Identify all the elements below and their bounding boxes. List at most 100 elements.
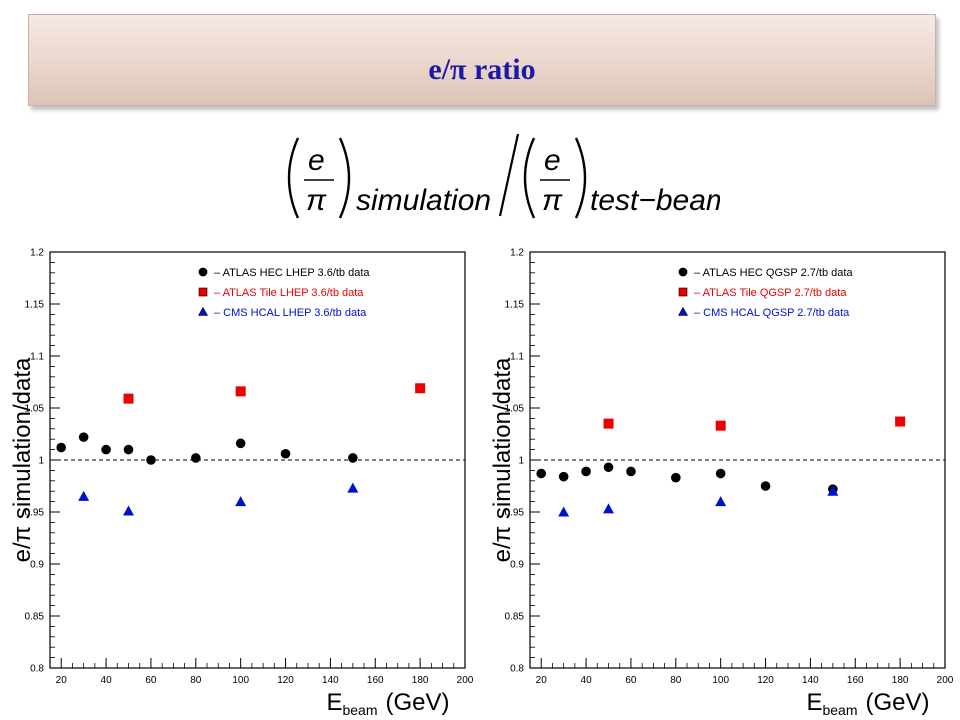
legend-entry: – ATLAS HEC LHEP 3.6/tb data <box>214 267 370 279</box>
x-axis-label-unit: (GeV) <box>386 689 450 716</box>
x-tick-label: 140 <box>802 675 819 686</box>
x-tick-label: 20 <box>536 675 548 686</box>
legend-marker-triangle <box>197 306 209 316</box>
legend-entry: – ATLAS Tile LHEP 3.6/tb data <box>214 287 364 299</box>
legend-entry: – CMS HCAL LHEP 3.6/tb data <box>214 307 367 319</box>
title-bar: e/π ratio <box>28 14 936 106</box>
y-axis-label: e/π simulation/data <box>9 357 36 562</box>
data-point-triangle <box>347 482 359 493</box>
legend-entry: – CMS HCAL QGSP 2.7/tb data <box>694 307 850 319</box>
x-tick-label: 200 <box>457 675 474 686</box>
x-axis-label-unit: (GeV) <box>866 689 930 716</box>
formula-e-2: e <box>544 144 561 177</box>
y-tick-label: 1.1 <box>510 352 524 363</box>
legend-entry: – ATLAS HEC QGSP 2.7/tb data <box>694 267 853 279</box>
data-point-circle <box>558 471 569 482</box>
data-point-square <box>123 393 134 404</box>
x-axis-label-main: E <box>806 689 822 716</box>
x-tick-label: 20 <box>56 675 68 686</box>
data-point-square <box>603 418 614 429</box>
y-axis-label: e/π simulation/data <box>489 357 516 562</box>
y-tick-label: 1.15 <box>25 300 45 311</box>
slide-title: e/π ratio <box>428 53 536 86</box>
data-point-circle <box>760 481 771 491</box>
x-axis-label-main: E <box>326 689 342 716</box>
data-point-square <box>235 386 246 397</box>
y-tick-label: 1.1 <box>30 352 44 363</box>
y-tick-label: 1.05 <box>505 404 525 415</box>
formula-paren-left-2 <box>523 137 536 219</box>
data-point-circle <box>603 462 614 473</box>
formula-e-1: e <box>308 144 325 177</box>
x-axis-label: Ebeam (GeV) <box>326 689 449 718</box>
data-point-circle <box>671 472 681 483</box>
y-tick-label: 1.15 <box>505 300 525 311</box>
y-tick-label: 0.85 <box>25 612 45 623</box>
data-point-triangle <box>78 490 90 501</box>
y-tick-label: 1 <box>38 456 44 467</box>
y-tick-label: 0.8 <box>30 664 44 675</box>
legend-marker-circle <box>678 267 688 277</box>
legend-marker-square <box>198 287 208 297</box>
x-tick-label: 120 <box>277 675 294 686</box>
x-axis-label-sub: beam <box>342 702 377 718</box>
data-point-circle <box>56 442 67 453</box>
x-tick-label: 40 <box>581 675 593 686</box>
formula-slash <box>498 133 520 217</box>
y-tick-label: 0.95 <box>25 508 45 519</box>
x-tick-label: 100 <box>232 675 249 686</box>
legend-marker-square <box>678 287 688 297</box>
formula-pi-1: π <box>306 184 327 217</box>
data-point-circle <box>146 455 156 465</box>
data-point-triangle <box>558 506 570 517</box>
legend-marker-circle <box>198 267 208 277</box>
x-tick-label: 60 <box>145 675 157 686</box>
data-point-circle <box>536 468 547 479</box>
data-point-square <box>895 416 906 427</box>
formula-paren-left-1 <box>287 137 300 219</box>
y-tick-label: 0.9 <box>510 560 524 571</box>
x-tick-label: 100 <box>712 675 729 686</box>
y-tick-label: 1.2 <box>30 248 44 259</box>
data-point-triangle <box>235 496 247 507</box>
data-point-triangle <box>715 496 727 507</box>
x-tick-label: 160 <box>367 675 384 686</box>
data-point-circle <box>191 453 201 463</box>
data-point-circle <box>626 466 636 477</box>
y-tick-label: 0.85 <box>505 612 525 623</box>
formula-subscript-simulation: simulation <box>356 184 491 217</box>
data-point-triangle <box>603 503 615 514</box>
data-point-circle <box>235 438 246 449</box>
y-tick-label: 1.05 <box>25 404 45 415</box>
x-tick-label: 60 <box>625 675 637 686</box>
x-tick-label: 120 <box>757 675 774 686</box>
x-tick-label: 140 <box>322 675 339 686</box>
x-tick-label: 80 <box>190 675 202 686</box>
data-point-circle <box>581 466 591 477</box>
x-tick-label: 160 <box>847 675 864 686</box>
y-tick-label: 1 <box>518 456 524 467</box>
formula-paren-right-2 <box>574 137 587 219</box>
x-tick-label: 80 <box>670 675 682 686</box>
formula-subscript-testbeam: test−beam <box>590 184 720 217</box>
formula-pi-2: π <box>542 184 563 217</box>
y-tick-label: 0.95 <box>505 508 525 519</box>
chart-qgsp: 0.8 0.85 0.9 0.95 1 1.05 1.1 1.15 1.2 20 40 60 80 100… <box>489 248 954 719</box>
x-axis-label-sub: beam <box>822 702 857 718</box>
data-point-circle <box>101 444 111 455</box>
chart-panel-qgsp: 0.8 0.85 0.9 0.95 1 1.05 1.1 1.15 1.2 20 40 60 80 100… <box>480 232 960 720</box>
chart-lhep: 0.8 0.85 0.9 0.95 1 1.05 1.1 1.15 1.2 20 40 60 80 100… <box>9 248 474 719</box>
legend-entry: – ATLAS Tile QGSP 2.7/tb data <box>694 287 847 299</box>
data-point-circle <box>123 444 134 455</box>
y-tick-label: 0.8 <box>510 664 524 675</box>
data-point-circle <box>348 453 358 463</box>
x-tick-label: 200 <box>937 675 954 686</box>
x-tick-label: 180 <box>892 675 909 686</box>
y-tick-label: 0.9 <box>30 560 44 571</box>
data-point-square <box>715 420 726 431</box>
legend-marker-triangle <box>677 306 689 316</box>
data-point-circle <box>280 448 291 459</box>
x-tick-label: 180 <box>412 675 429 686</box>
data-point-circle <box>715 468 726 479</box>
data-point-square <box>415 383 426 394</box>
